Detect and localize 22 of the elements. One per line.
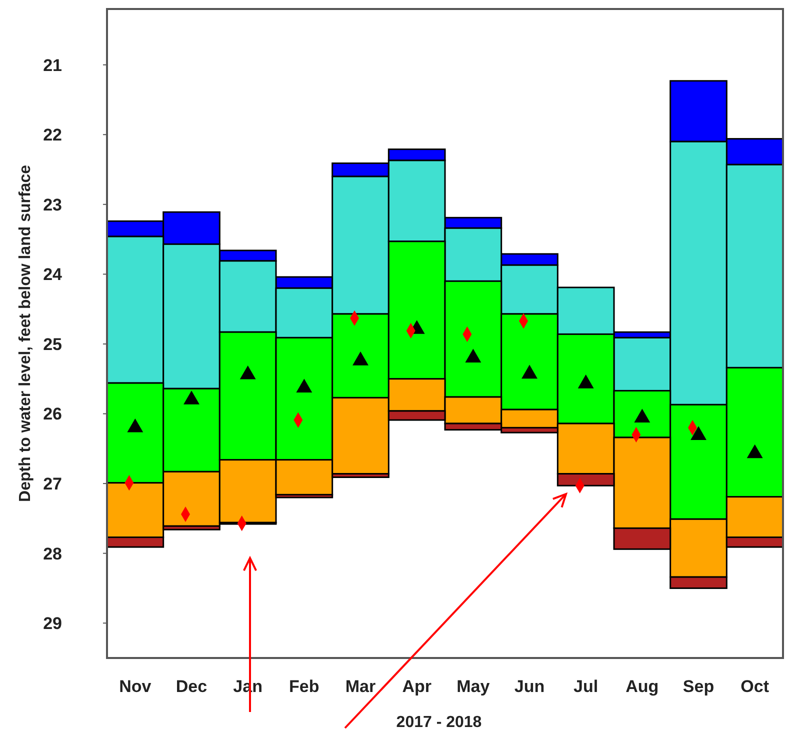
y-tick-label: 24 — [43, 265, 63, 284]
x-tick-label: Apr — [402, 677, 432, 696]
x-tick-label: Sep — [682, 677, 714, 696]
x-tick-label: Aug — [626, 677, 659, 696]
y-tick-label: 21 — [43, 56, 62, 75]
x-tick-label: May — [456, 677, 490, 696]
x-tick-label: Dec — [176, 677, 208, 696]
x-tick-label: Oct — [740, 677, 770, 696]
x-tick-label: Feb — [289, 677, 320, 696]
x-tick-label: Jul — [574, 677, 598, 696]
y-tick-label: 23 — [43, 195, 62, 214]
y-tick-label: 28 — [43, 544, 62, 564]
x-axis-title: 2017 - 2018 — [396, 714, 482, 731]
y-axis-title: Depth to water level, feet below land surface — [17, 164, 34, 502]
y-tick-label: 29 — [43, 614, 62, 634]
y-tick-label: 22 — [43, 126, 62, 145]
y-tick-label: 26 — [43, 404, 62, 424]
x-tick-label: Mar — [345, 677, 376, 696]
y-tick-label: 27 — [43, 474, 62, 494]
x-tick-label: Jun — [514, 677, 545, 696]
y-tick-label: 25 — [43, 334, 62, 354]
x-tick-label: Nov — [119, 677, 152, 696]
